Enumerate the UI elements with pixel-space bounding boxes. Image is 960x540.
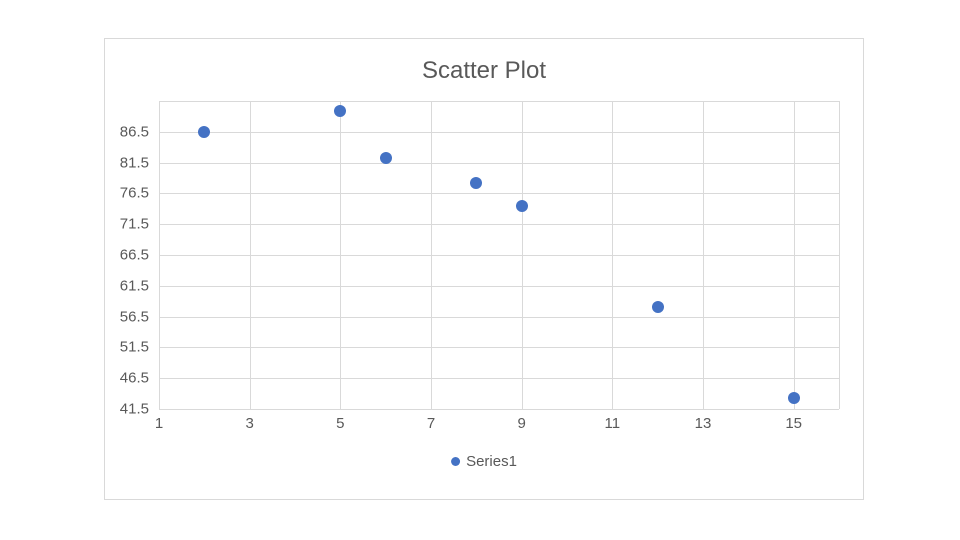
- x-axis-tick-label: 15: [785, 415, 802, 432]
- data-point: [516, 200, 528, 212]
- gridline-vertical: [340, 101, 341, 409]
- gridline-horizontal: [159, 193, 839, 194]
- y-axis-tick-label: 76.5: [120, 185, 149, 202]
- gridline-vertical: [794, 101, 795, 409]
- x-axis-tick-label: 3: [245, 415, 253, 432]
- gridline-horizontal: [159, 409, 839, 410]
- x-axis-tick-label: 13: [695, 415, 712, 432]
- x-axis-tick-label: 9: [517, 415, 525, 432]
- gridline-horizontal: [159, 378, 839, 379]
- x-axis-tick-label: 7: [427, 415, 435, 432]
- gridline-vertical: [612, 101, 613, 409]
- y-axis-tick-label: 81.5: [120, 154, 149, 171]
- gridline-horizontal: [159, 347, 839, 348]
- gridline-horizontal: [159, 317, 839, 318]
- gridline-horizontal: [159, 101, 839, 102]
- y-axis-tick-label: 41.5: [120, 401, 149, 418]
- gridline-horizontal: [159, 255, 839, 256]
- data-point: [652, 301, 664, 313]
- x-axis-tick-label: 1: [155, 415, 163, 432]
- gridline-horizontal: [159, 286, 839, 287]
- gridline-horizontal: [159, 163, 839, 164]
- gridline-vertical: [159, 101, 160, 409]
- legend: Series1: [451, 453, 517, 470]
- legend-series1-swatch: [451, 457, 460, 466]
- y-axis-tick-label: 61.5: [120, 277, 149, 294]
- x-axis-tick-label: 11: [605, 415, 621, 432]
- y-axis-tick-label: 71.5: [120, 216, 149, 233]
- gridline-vertical: [703, 101, 704, 409]
- y-axis-tick-label: 46.5: [120, 370, 149, 387]
- gridline-vertical: [431, 101, 432, 409]
- legend-series1-label: Series1: [466, 453, 517, 470]
- gridline-horizontal: [159, 132, 839, 133]
- chart-title: Scatter Plot: [422, 57, 546, 85]
- y-axis-tick-label: 56.5: [120, 308, 149, 325]
- gridline-vertical: [250, 101, 251, 409]
- data-point: [380, 152, 392, 164]
- data-point: [470, 177, 482, 189]
- plot-area: [159, 101, 839, 409]
- chart-container: Scatter Plot Series1 41.5 46.5 51.5 56.5 61.…: [104, 38, 864, 500]
- gridline-horizontal: [159, 224, 839, 225]
- y-axis-tick-label: 86.5: [120, 123, 149, 140]
- x-axis-tick-label: 5: [336, 415, 344, 432]
- y-axis-tick-label: 66.5: [120, 247, 149, 264]
- data-point: [198, 126, 210, 138]
- y-axis-tick-label: 51.5: [120, 339, 149, 356]
- data-point: [334, 105, 346, 117]
- data-point: [788, 392, 800, 404]
- gridline-vertical: [522, 101, 523, 409]
- plot-border-right: [839, 101, 840, 409]
